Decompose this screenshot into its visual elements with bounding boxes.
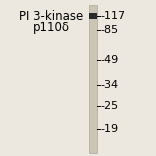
Text: -85: -85 [100, 25, 118, 35]
Text: -117: -117 [100, 11, 125, 21]
Text: PI 3-kinase: PI 3-kinase [19, 10, 84, 23]
Text: -19: -19 [100, 124, 118, 134]
Text: -25: -25 [100, 101, 118, 111]
Text: p110δ: p110δ [33, 21, 70, 34]
Text: -34: -34 [100, 80, 118, 90]
Bar [89, 5, 97, 153]
Bar [89, 13, 97, 19]
Text: -49: -49 [100, 55, 118, 65]
